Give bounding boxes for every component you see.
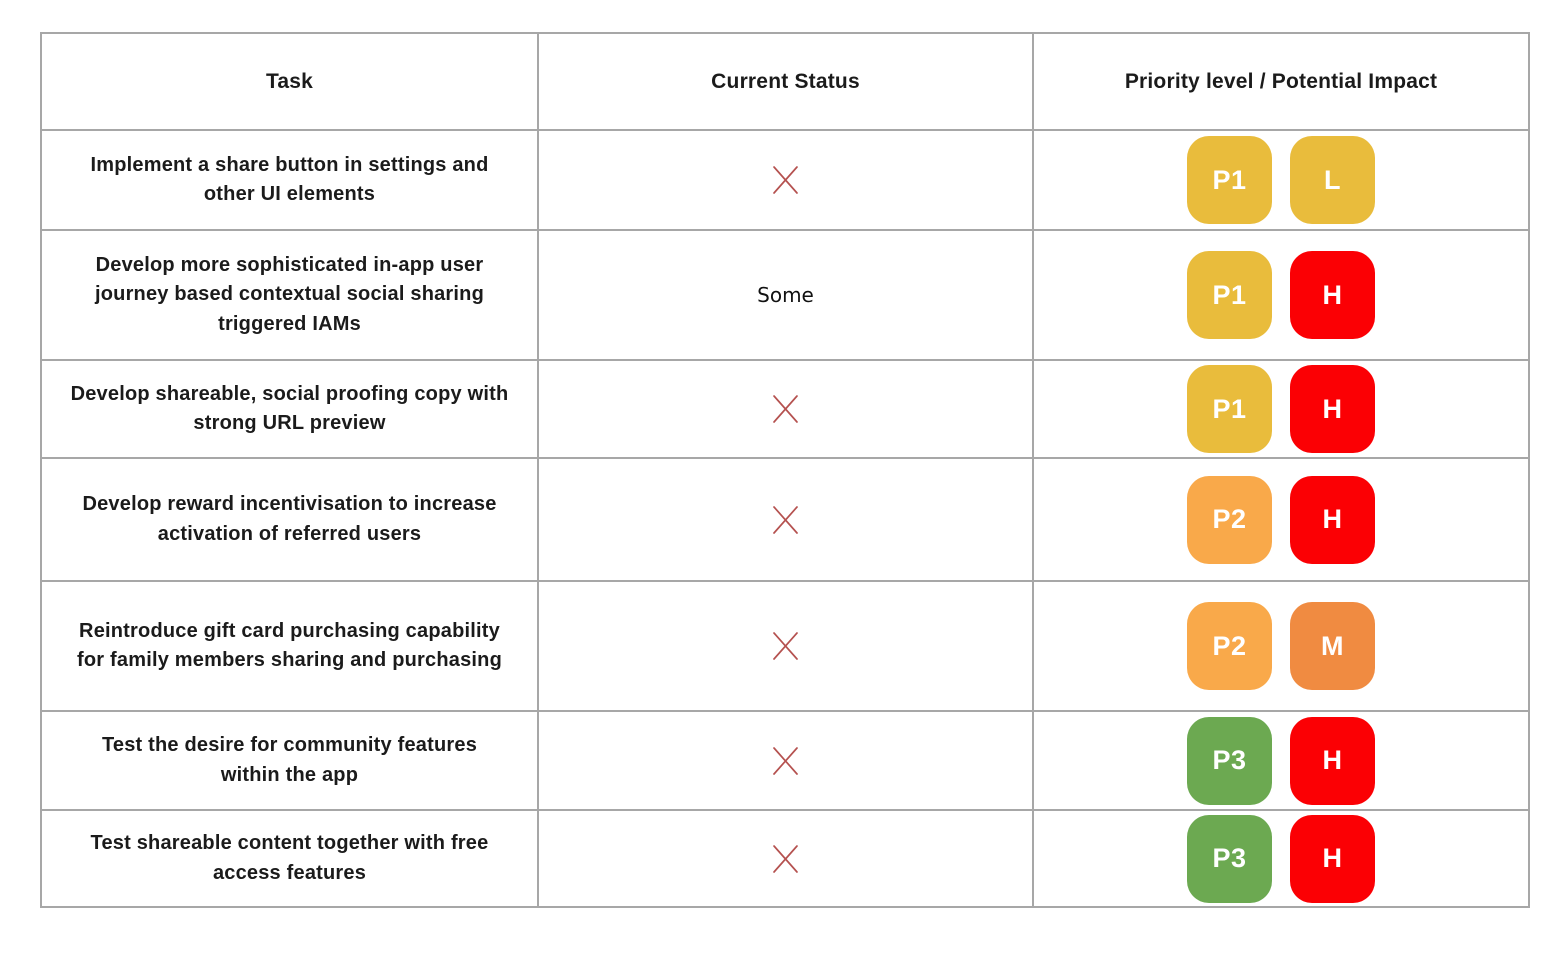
badge-group: P3 H bbox=[1034, 716, 1528, 805]
badges-cell: P1 H bbox=[1032, 229, 1530, 361]
priority-badge: P1 bbox=[1187, 136, 1272, 224]
badge-group: P1 H bbox=[1034, 365, 1528, 453]
task-priority-table: Task Current Status Priority level / Pot… bbox=[40, 32, 1530, 908]
impact-badge: H bbox=[1290, 365, 1375, 453]
priority-badge: P3 bbox=[1187, 814, 1272, 903]
task-text: Reintroduce gift card purchasing capabil… bbox=[40, 580, 539, 712]
impact-badge: H bbox=[1290, 251, 1375, 339]
impact-badge: H bbox=[1290, 716, 1375, 805]
red-cross-icon bbox=[773, 632, 798, 660]
badges-cell: P1 H bbox=[1032, 359, 1530, 459]
task-text: Develop more sophisticated in-app user j… bbox=[40, 229, 539, 361]
status-cell bbox=[537, 457, 1034, 582]
table-row: Develop reward incentivisation to increa… bbox=[40, 457, 1530, 582]
badges-cell: P2 H bbox=[1032, 457, 1530, 582]
status-cell bbox=[537, 129, 1034, 231]
impact-badge: M bbox=[1290, 602, 1375, 690]
impact-badge: L bbox=[1290, 136, 1375, 224]
badges-cell: P2 M bbox=[1032, 580, 1530, 712]
impact-badge: H bbox=[1290, 814, 1375, 903]
badges-cell: P1 L bbox=[1032, 129, 1530, 231]
badge-group: P2 H bbox=[1034, 475, 1528, 564]
header-priority-impact: Priority level / Potential Impact bbox=[1032, 32, 1530, 131]
red-cross-icon bbox=[773, 505, 798, 534]
task-text: Develop reward incentivisation to increa… bbox=[40, 457, 539, 582]
red-cross-icon bbox=[773, 746, 798, 775]
status-cell bbox=[537, 359, 1034, 459]
red-cross-icon bbox=[773, 395, 798, 423]
task-text: Test shareable content together with fre… bbox=[40, 809, 539, 908]
header-row: Task Current Status Priority level / Pot… bbox=[40, 32, 1530, 131]
task-text: Test the desire for community features w… bbox=[40, 710, 539, 811]
badges-cell: P3 H bbox=[1032, 809, 1530, 908]
task-priority-table-container: Task Current Status Priority level / Pot… bbox=[40, 32, 1530, 908]
table-row: Reintroduce gift card purchasing capabil… bbox=[40, 580, 1530, 712]
table-row: Develop more sophisticated in-app user j… bbox=[40, 229, 1530, 361]
header-current-status: Current Status bbox=[537, 32, 1034, 131]
status-cell: Some bbox=[537, 229, 1034, 361]
badge-group: P2 M bbox=[1034, 602, 1528, 690]
status-text: Some bbox=[757, 283, 814, 307]
status-cell bbox=[537, 710, 1034, 811]
badge-group: P1 L bbox=[1034, 136, 1528, 224]
badge-group: P1 H bbox=[1034, 251, 1528, 339]
status-cell bbox=[537, 809, 1034, 908]
table-row: Test the desire for community features w… bbox=[40, 710, 1530, 811]
table-row: Develop shareable, social proofing copy … bbox=[40, 359, 1530, 459]
red-cross-icon bbox=[773, 844, 798, 873]
priority-badge: P1 bbox=[1187, 251, 1272, 339]
priority-badge: P1 bbox=[1187, 365, 1272, 453]
table-row: Implement a share button in settings and… bbox=[40, 129, 1530, 231]
header-task: Task bbox=[40, 32, 539, 131]
task-text: Implement a share button in settings and… bbox=[40, 129, 539, 231]
priority-badge: P2 bbox=[1187, 602, 1272, 690]
badges-cell: P3 H bbox=[1032, 710, 1530, 811]
task-text: Develop shareable, social proofing copy … bbox=[40, 359, 539, 459]
red-cross-icon bbox=[773, 166, 798, 194]
impact-badge: H bbox=[1290, 475, 1375, 564]
table-row: Test shareable content together with fre… bbox=[40, 809, 1530, 908]
priority-badge: P3 bbox=[1187, 716, 1272, 805]
badge-group: P3 H bbox=[1034, 814, 1528, 903]
priority-badge: P2 bbox=[1187, 475, 1272, 564]
status-cell bbox=[537, 580, 1034, 712]
